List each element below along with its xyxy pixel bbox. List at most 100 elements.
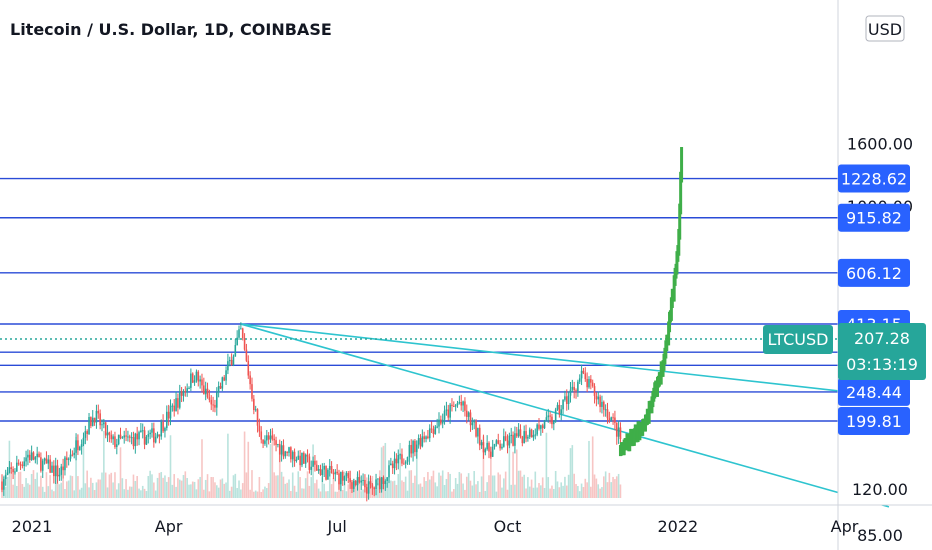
candle-body <box>28 454 31 461</box>
volume-bar <box>319 491 322 498</box>
volume-bar <box>269 444 272 498</box>
candle-body <box>473 420 475 423</box>
volume-bar <box>490 446 492 498</box>
volume-bar <box>503 478 505 498</box>
volume-bar <box>358 482 361 498</box>
price-tag <box>838 258 910 287</box>
volume-bar <box>97 479 100 498</box>
candle-body <box>314 460 316 465</box>
volume-bar <box>499 474 501 498</box>
candle-body <box>312 460 314 467</box>
volume-bar <box>506 489 509 498</box>
candle-body <box>180 391 183 396</box>
candle-body <box>138 432 140 440</box>
volume-bar <box>267 483 270 498</box>
candle-body <box>525 431 527 439</box>
candle-body <box>116 444 118 448</box>
candle-body <box>8 467 11 473</box>
volume-bar <box>66 481 68 498</box>
candle-body <box>553 421 555 425</box>
candle-body <box>456 403 459 406</box>
candle-body <box>53 465 55 477</box>
volume-bar <box>610 482 613 498</box>
candle-body <box>606 409 609 419</box>
candle-body <box>510 434 513 437</box>
candle-body <box>482 442 485 453</box>
volume-bar <box>164 475 166 498</box>
volume-bar <box>110 472 113 498</box>
volume-bar <box>415 441 418 498</box>
candle-body <box>390 463 392 466</box>
candle-body <box>410 444 413 454</box>
candle-body <box>136 433 138 440</box>
volume-bar <box>23 486 26 498</box>
volume-bar <box>277 475 279 498</box>
currency-badge[interactable] <box>865 15 905 42</box>
candle-body <box>462 401 464 406</box>
volume-bar <box>447 472 450 498</box>
volume-bar <box>477 481 479 498</box>
volume-bar <box>258 476 261 498</box>
volume-bar <box>99 479 101 498</box>
candle-body <box>493 443 496 447</box>
candle-body <box>58 474 61 477</box>
candle-body <box>241 328 244 339</box>
volume-bar <box>153 482 155 498</box>
price-tag <box>838 406 910 435</box>
projection-candle <box>680 147 684 183</box>
candle-body <box>12 469 14 473</box>
projection-candle <box>647 401 651 424</box>
candle-body <box>14 471 16 473</box>
candle-body <box>599 396 601 407</box>
x-tick-labels: 2021 Apr Jul Oct 2022 Apr <box>12 517 859 536</box>
candle-body <box>530 429 533 438</box>
volume-bar <box>597 484 600 498</box>
candle-body <box>560 409 563 414</box>
candle-body <box>614 417 616 423</box>
candle-body <box>260 431 263 440</box>
candle-body <box>330 465 333 474</box>
candle-body <box>617 427 620 437</box>
candle-body <box>262 439 264 444</box>
volume-bar <box>80 487 83 498</box>
candle-body <box>45 458 48 464</box>
candle-body <box>25 457 27 462</box>
candle-body <box>106 432 109 436</box>
candle-body <box>195 371 198 381</box>
volume-bar <box>604 471 607 498</box>
candle-body <box>569 389 572 396</box>
volume-bar <box>467 473 470 498</box>
volume-bar <box>114 472 116 498</box>
volume-bar <box>125 479 127 498</box>
candle-body <box>91 417 94 426</box>
volume-bar <box>573 473 575 498</box>
volume-bar <box>243 431 246 498</box>
volume-bar <box>567 474 570 498</box>
candle-body <box>295 459 298 462</box>
volume-bar <box>393 480 396 498</box>
volume-bar <box>45 472 48 498</box>
volume-bar <box>508 435 511 498</box>
candle-body <box>315 464 318 471</box>
candle-body <box>104 422 107 436</box>
candle-body <box>325 465 327 480</box>
volume-bar <box>27 483 29 498</box>
volume-bar <box>462 483 464 498</box>
candle-body <box>365 487 368 494</box>
volume-bar <box>421 486 424 498</box>
volume-bar <box>527 477 529 498</box>
candle-body <box>491 446 494 457</box>
candle-body <box>328 465 331 470</box>
candle-body <box>403 463 405 465</box>
volume-bar <box>210 477 213 498</box>
candle-body <box>75 440 77 453</box>
candle-body <box>427 436 429 439</box>
volume-bar <box>184 471 187 498</box>
candle-body <box>519 429 522 437</box>
candle-body <box>267 435 270 440</box>
projection-layer <box>618 147 684 457</box>
candle-body <box>177 398 179 408</box>
candle-body <box>147 434 150 437</box>
x-tick-label: Apr <box>155 517 183 536</box>
volume-bar <box>601 487 603 498</box>
